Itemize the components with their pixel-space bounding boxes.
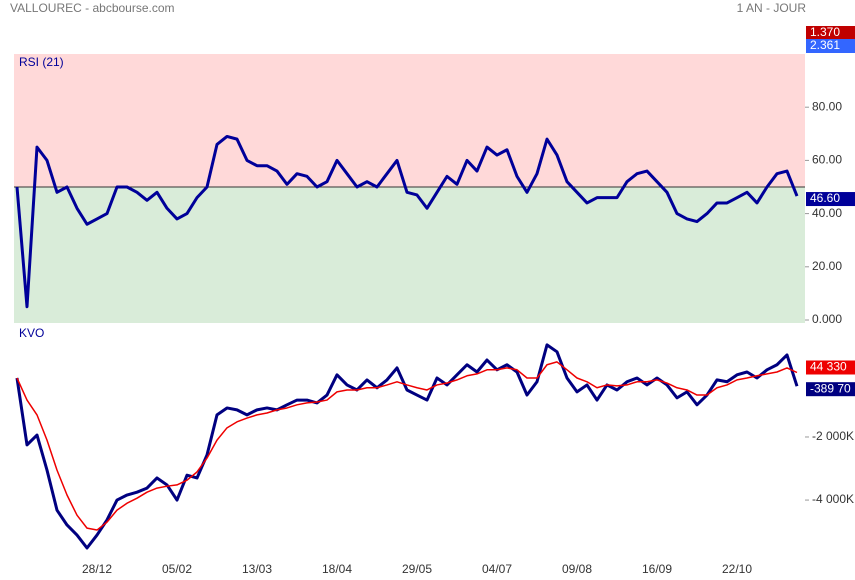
- price-tag: 2.361: [810, 38, 840, 52]
- x-tick-label: 05/02: [162, 562, 192, 576]
- panel-title: RSI (21): [19, 55, 64, 69]
- panel-title: KVO: [19, 326, 44, 340]
- y-tick-label: 40.00: [812, 206, 842, 220]
- y-tick-label: -4 000K: [812, 492, 854, 506]
- page-title: VALLOUREC - abcbourse.com: [10, 1, 175, 15]
- x-tick-label: 18/04: [322, 562, 352, 576]
- x-tick-label: 04/07: [482, 562, 512, 576]
- x-tick-label: 16/09: [642, 562, 672, 576]
- x-tick-label: 28/12: [82, 562, 112, 576]
- x-tick-label: 09/08: [562, 562, 592, 576]
- y-tick-label: 60.00: [812, 153, 842, 167]
- x-tick-label: 22/10: [722, 562, 752, 576]
- price-tag: 1.370: [810, 25, 840, 39]
- zone: [14, 54, 805, 187]
- x-tick-label: 29/05: [402, 562, 432, 576]
- y-tick-label: -2 000K: [812, 429, 854, 443]
- last-value-label-box: [806, 382, 855, 397]
- line: [15, 134, 799, 309]
- zone: [14, 187, 805, 323]
- line: [16, 361, 798, 531]
- y-tick-label: 20.00: [812, 259, 842, 273]
- y-tick-label: 0.000: [812, 312, 842, 326]
- last-value-label-box: [806, 192, 855, 207]
- last-value-label-box: [806, 360, 855, 375]
- last-value-label: -389 70: [810, 381, 851, 395]
- last-value-label: 44 330: [810, 360, 847, 374]
- price-tag-box: [806, 26, 855, 40]
- line: [15, 343, 799, 550]
- last-value-label: 46.60: [810, 191, 840, 205]
- y-tick-label: 80.00: [812, 99, 842, 113]
- period: 1 AN - JOUR: [737, 1, 807, 15]
- price-tag-box: [806, 39, 855, 53]
- x-tick-label: 13/03: [242, 562, 272, 576]
